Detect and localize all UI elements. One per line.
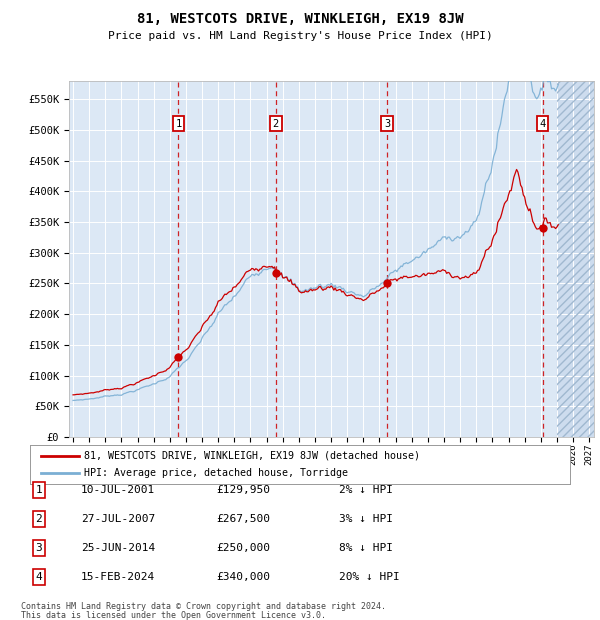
Text: 3: 3: [384, 118, 391, 128]
Text: 4: 4: [539, 118, 546, 128]
Text: 81, WESTCOTS DRIVE, WINKLEIGH, EX19 8JW: 81, WESTCOTS DRIVE, WINKLEIGH, EX19 8JW: [137, 12, 463, 27]
Text: This data is licensed under the Open Government Licence v3.0.: This data is licensed under the Open Gov…: [21, 611, 326, 620]
Text: 1: 1: [35, 485, 43, 495]
Text: 8% ↓ HPI: 8% ↓ HPI: [339, 543, 393, 553]
Text: Contains HM Land Registry data © Crown copyright and database right 2024.: Contains HM Land Registry data © Crown c…: [21, 602, 386, 611]
Text: 25-JUN-2014: 25-JUN-2014: [81, 543, 155, 553]
Text: 3: 3: [35, 543, 43, 553]
Text: HPI: Average price, detached house, Torridge: HPI: Average price, detached house, Torr…: [84, 468, 348, 478]
Text: £129,950: £129,950: [216, 485, 270, 495]
Bar: [557, 81, 594, 437]
Text: 3% ↓ HPI: 3% ↓ HPI: [339, 514, 393, 524]
Text: 2% ↓ HPI: 2% ↓ HPI: [339, 485, 393, 495]
Text: 27-JUL-2007: 27-JUL-2007: [81, 514, 155, 524]
Bar: [557, 81, 594, 437]
Text: 1: 1: [175, 118, 181, 128]
Text: 2: 2: [272, 118, 279, 128]
Text: 81, WESTCOTS DRIVE, WINKLEIGH, EX19 8JW (detached house): 81, WESTCOTS DRIVE, WINKLEIGH, EX19 8JW …: [84, 451, 420, 461]
Text: 20% ↓ HPI: 20% ↓ HPI: [339, 572, 400, 582]
Text: £267,500: £267,500: [216, 514, 270, 524]
Text: £340,000: £340,000: [216, 572, 270, 582]
Text: 2: 2: [35, 514, 43, 524]
Text: 4: 4: [35, 572, 43, 582]
Text: £250,000: £250,000: [216, 543, 270, 553]
Text: 10-JUL-2001: 10-JUL-2001: [81, 485, 155, 495]
Text: 15-FEB-2024: 15-FEB-2024: [81, 572, 155, 582]
Text: Price paid vs. HM Land Registry's House Price Index (HPI): Price paid vs. HM Land Registry's House …: [107, 31, 493, 41]
